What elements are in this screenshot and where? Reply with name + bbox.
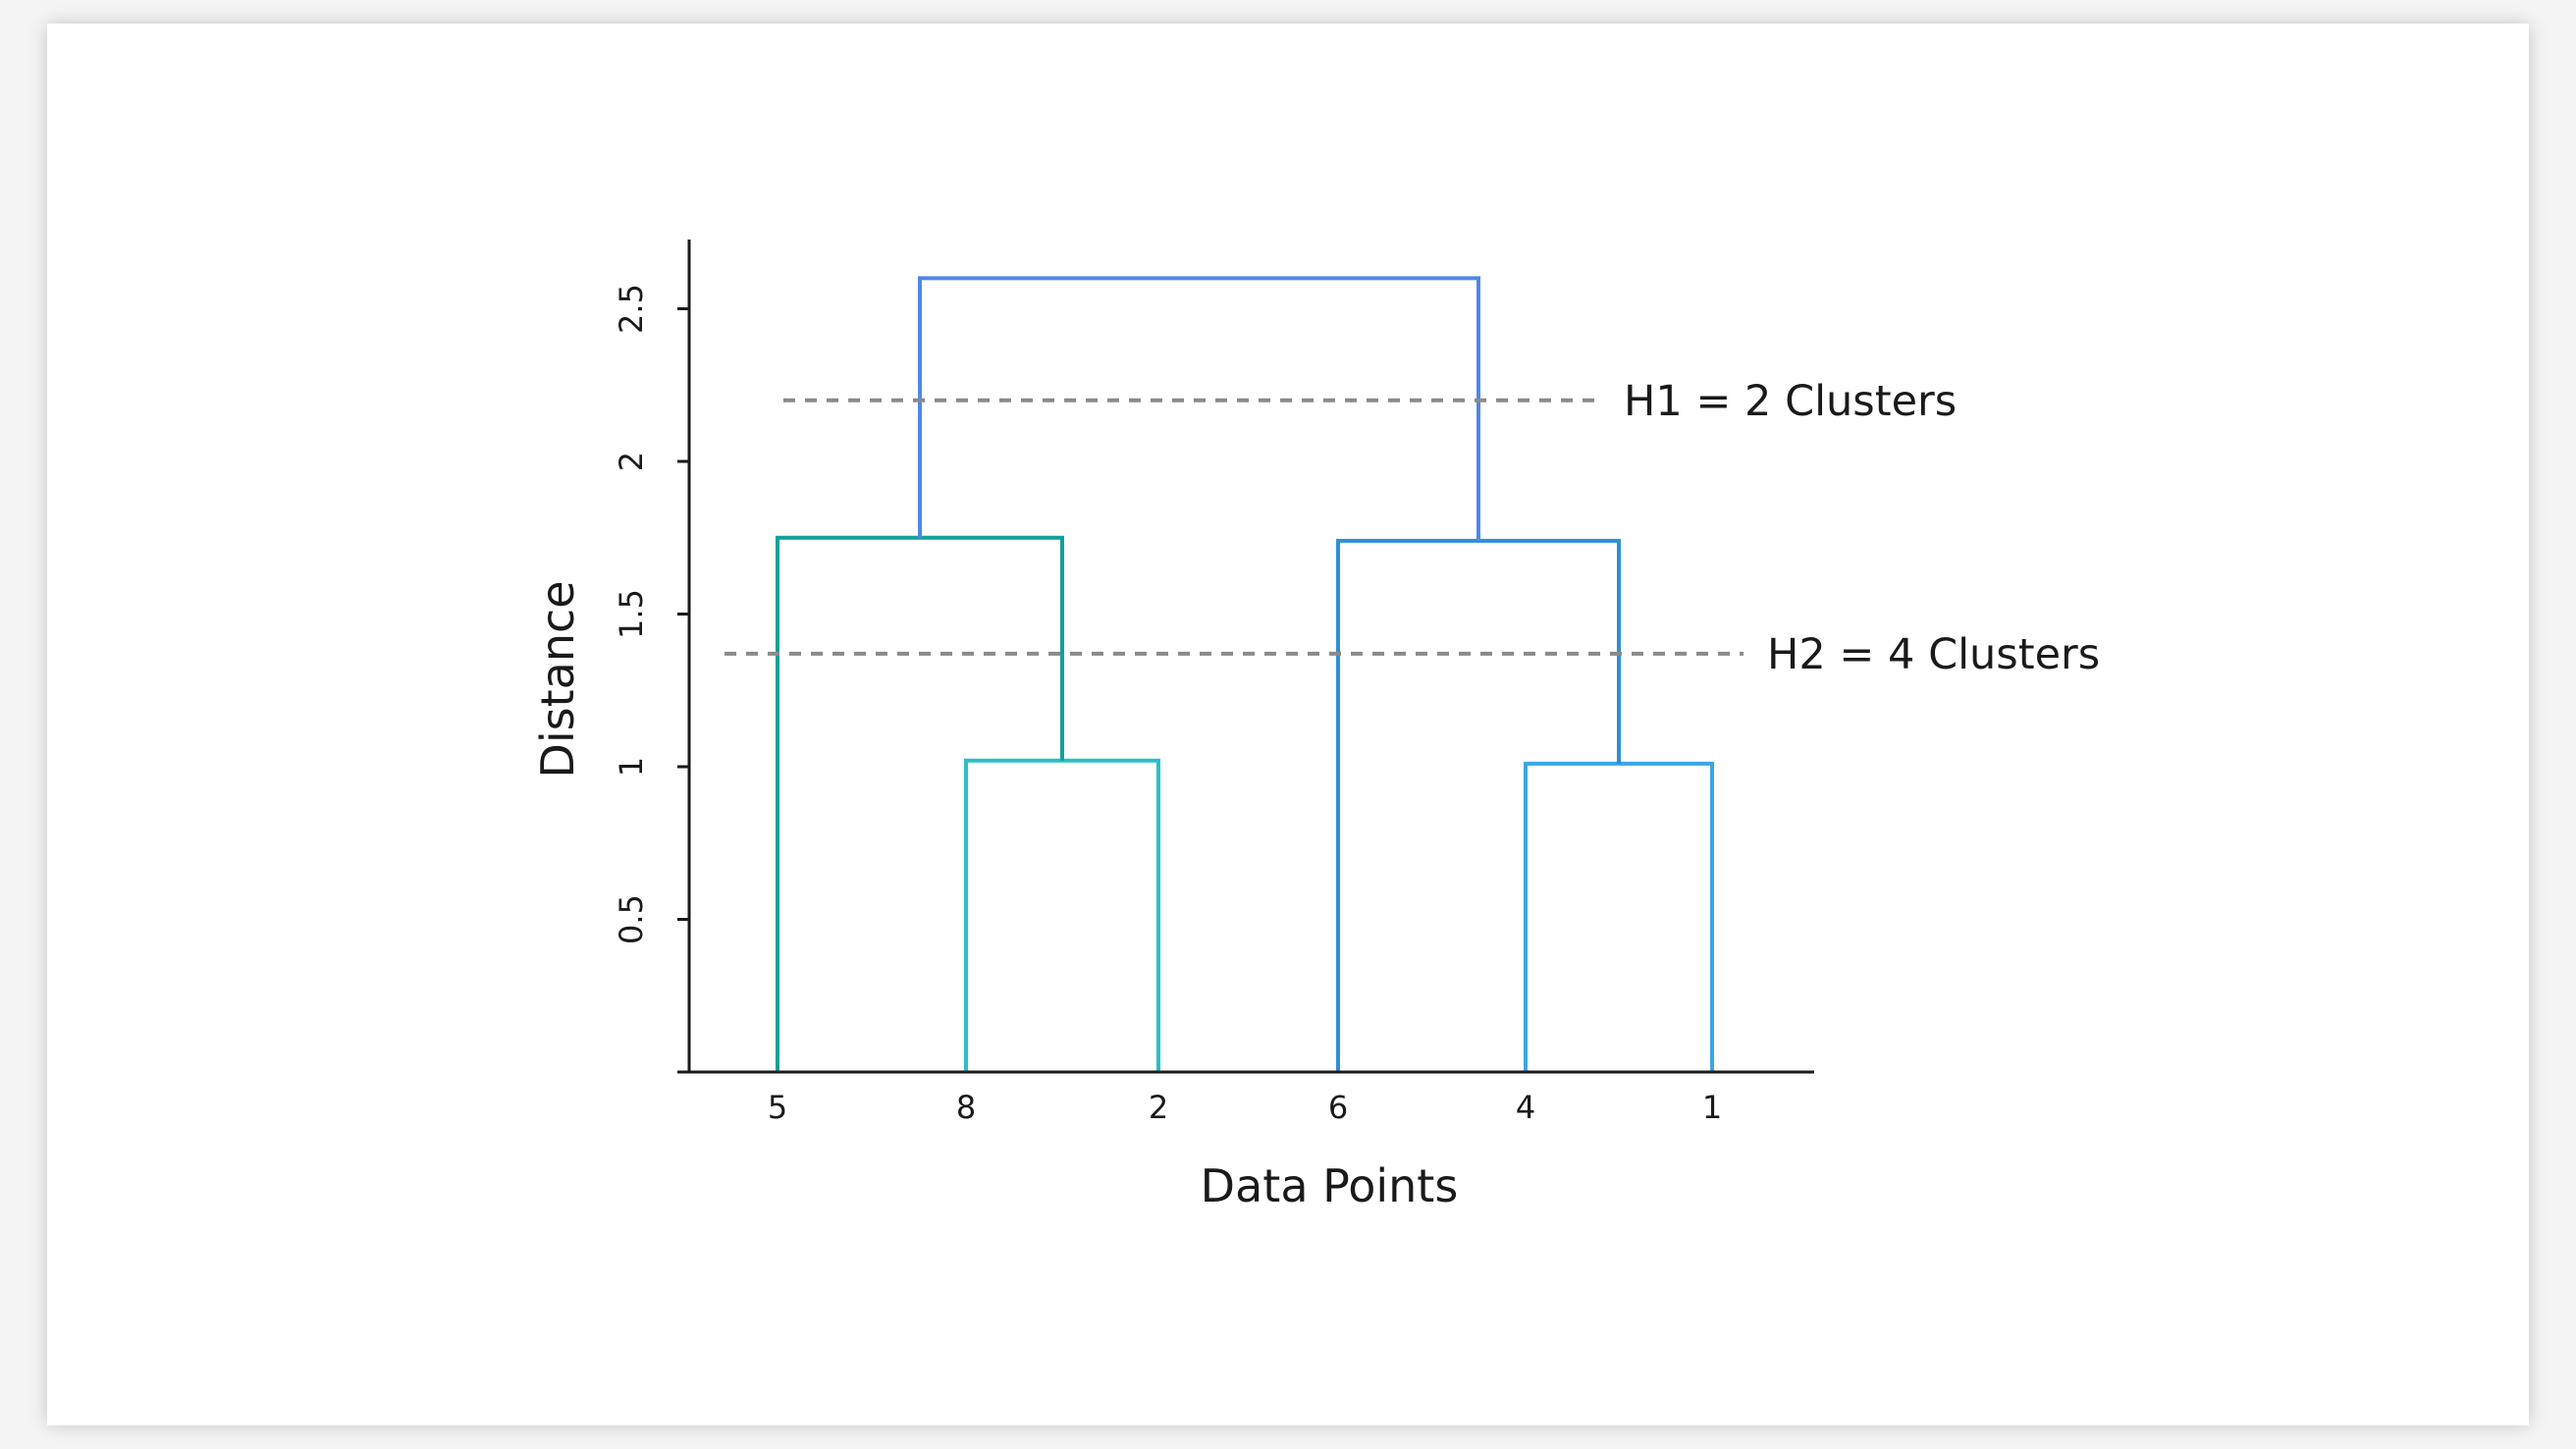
dendrogram-link-2	[1524, 761, 1714, 1072]
cut-line-label-2: H2 = 4 Clusters	[1767, 630, 2100, 679]
y-tick-label: 0.5	[613, 894, 650, 944]
x-axis-title: Data Points	[1201, 1159, 1459, 1212]
x-ticks: 5 8 2 6 4 1	[768, 1089, 1722, 1126]
y-tick-label: 1	[613, 757, 650, 777]
y-tick-label: 2	[613, 452, 650, 471]
cut-lines: H1 = 2 Clusters H2 = 4 Clusters	[724, 377, 2100, 679]
y-axis-title: Distance	[531, 580, 584, 778]
x-tick-label-6: 6	[1328, 1089, 1348, 1126]
x-tick-label-1: 1	[1702, 1089, 1722, 1126]
dendrogram-link-1	[964, 758, 1160, 1072]
y-tick-label: 2.5	[613, 284, 650, 334]
dendrogram-links	[776, 276, 1714, 1072]
axes	[677, 240, 1814, 1074]
x-tick-label-4: 4	[1516, 1089, 1535, 1126]
dendrogram-link-3	[776, 535, 1064, 1072]
cut-line-label-1: H1 = 2 Clusters	[1624, 377, 1957, 426]
y-ticks: 0.5 1 1.5 2 2.5	[613, 284, 689, 944]
x-tick-label-8: 8	[956, 1089, 976, 1126]
x-tick-label-2: 2	[1149, 1089, 1168, 1126]
dendrogram-link-4	[1336, 538, 1621, 1072]
dendrogram-chart: H1 = 2 Clusters H2 = 4 Clusters 0.5 1 1.5 2 2…	[531, 240, 2100, 1212]
y-tick-label: 1.5	[613, 589, 650, 639]
chart-card: H1 = 2 Clusters H2 = 4 Clusters 0.5 1 1.5 2 2…	[47, 24, 2529, 1425]
dendrogram-link-5	[918, 276, 1480, 541]
x-tick-label-5: 5	[768, 1089, 787, 1126]
